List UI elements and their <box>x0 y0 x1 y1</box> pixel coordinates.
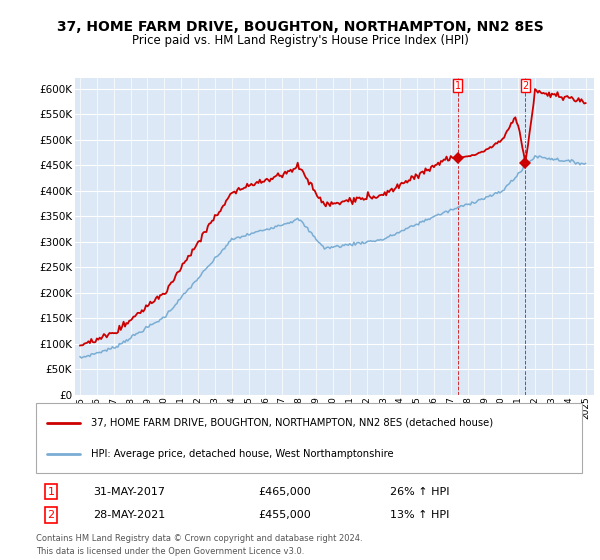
Text: 37, HOME FARM DRIVE, BOUGHTON, NORTHAMPTON, NN2 8ES (detached house): 37, HOME FARM DRIVE, BOUGHTON, NORTHAMPT… <box>91 418 493 428</box>
Text: 1: 1 <box>455 81 461 91</box>
Text: This data is licensed under the Open Government Licence v3.0.: This data is licensed under the Open Gov… <box>36 547 304 556</box>
Text: £465,000: £465,000 <box>258 487 311 497</box>
Text: 1: 1 <box>47 487 55 497</box>
Text: 2: 2 <box>47 510 55 520</box>
Text: Price paid vs. HM Land Registry's House Price Index (HPI): Price paid vs. HM Land Registry's House … <box>131 34 469 46</box>
Text: 28-MAY-2021: 28-MAY-2021 <box>93 510 165 520</box>
Text: Contains HM Land Registry data © Crown copyright and database right 2024.: Contains HM Land Registry data © Crown c… <box>36 534 362 543</box>
Text: HPI: Average price, detached house, West Northamptonshire: HPI: Average price, detached house, West… <box>91 449 393 459</box>
Text: 13% ↑ HPI: 13% ↑ HPI <box>390 510 449 520</box>
Text: 26% ↑ HPI: 26% ↑ HPI <box>390 487 449 497</box>
Text: £455,000: £455,000 <box>258 510 311 520</box>
Text: 31-MAY-2017: 31-MAY-2017 <box>93 487 165 497</box>
Text: 37, HOME FARM DRIVE, BOUGHTON, NORTHAMPTON, NN2 8ES: 37, HOME FARM DRIVE, BOUGHTON, NORTHAMPT… <box>56 20 544 34</box>
Text: 2: 2 <box>522 81 529 91</box>
